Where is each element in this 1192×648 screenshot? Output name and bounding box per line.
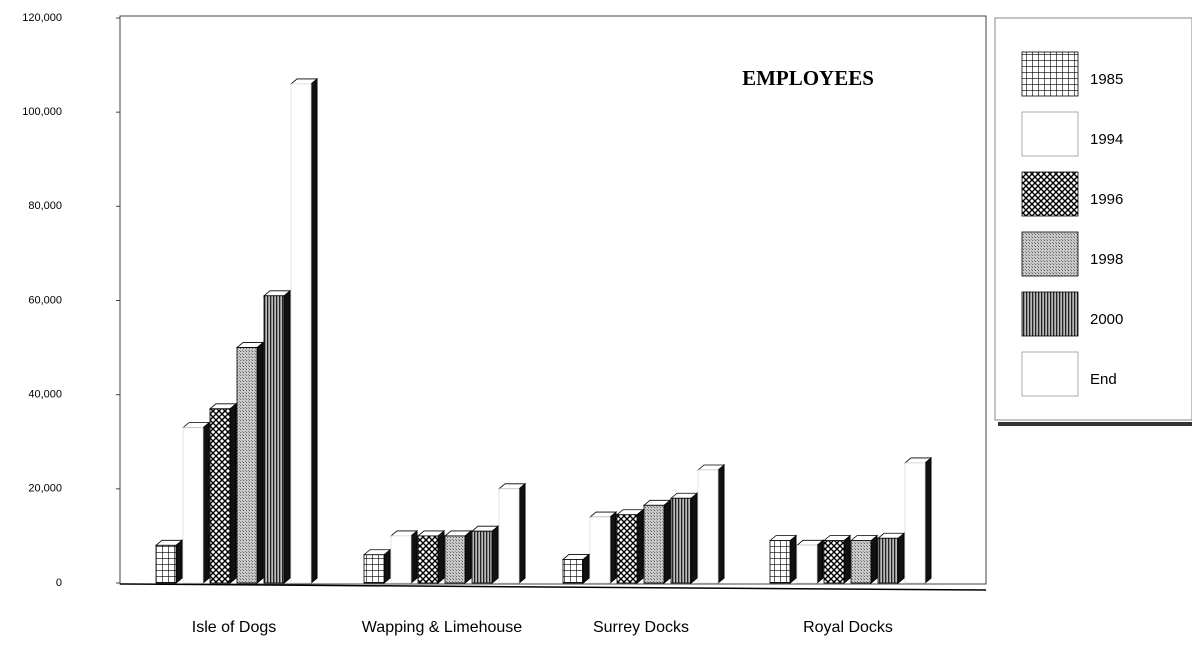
bar-face [383, 548, 391, 585]
bar-face [769, 540, 791, 584]
bar [822, 534, 852, 585]
bar-face [437, 529, 445, 585]
bar [642, 499, 672, 585]
bar-face [283, 289, 291, 585]
bar [154, 539, 184, 585]
bar [416, 529, 446, 585]
bar [588, 511, 618, 585]
bar-face [904, 462, 926, 584]
bar-face [209, 408, 231, 584]
y-tick-label: 80,000 [28, 200, 62, 212]
bar [669, 492, 699, 585]
bar-face [410, 529, 418, 585]
bar [795, 539, 825, 585]
bar-face [229, 402, 237, 585]
legend-swatch [1021, 111, 1079, 157]
legend-swatch [1021, 291, 1079, 337]
bar-face [417, 535, 439, 584]
bar [389, 529, 419, 585]
bar-face [690, 492, 698, 585]
bar [362, 548, 392, 585]
bar [903, 456, 933, 585]
bar-face [498, 488, 520, 584]
floor [119, 583, 987, 591]
bar-face [816, 539, 824, 585]
bar-face [870, 534, 878, 585]
y-tick-label: 0 [56, 577, 62, 589]
bar-face [175, 539, 183, 585]
bar-face [390, 535, 412, 584]
legend-label: 1985 [1090, 71, 1123, 88]
bar [262, 289, 292, 585]
y-tick-label: 60,000 [28, 294, 62, 306]
bar-face [616, 514, 638, 584]
bar [443, 529, 473, 585]
y-tick-label: 120,000 [22, 12, 62, 24]
x-tick-label: Surrey Docks [593, 619, 689, 636]
bar [235, 341, 265, 585]
legend-label: 2000 [1090, 311, 1123, 328]
bar [615, 508, 645, 585]
legend-swatch [1021, 231, 1079, 277]
bar [876, 532, 906, 585]
y-tick-label: 40,000 [28, 389, 62, 401]
bar-face [789, 534, 797, 585]
bar-face [155, 544, 177, 584]
bar [849, 534, 879, 585]
bar-face [670, 497, 692, 584]
bar-face [471, 530, 493, 584]
bar-face [562, 559, 584, 584]
legend-label: End [1090, 371, 1117, 388]
bar-face [263, 295, 285, 584]
legend-swatch [1021, 51, 1079, 97]
bar-face [897, 532, 905, 585]
bar-face [182, 427, 204, 584]
bar-face [236, 347, 258, 584]
x-tick-label: Royal Docks [803, 619, 893, 636]
bar [561, 553, 591, 585]
bar-face [823, 540, 845, 584]
bar [696, 463, 726, 585]
bar-face [464, 529, 472, 585]
bar-face [202, 421, 210, 585]
bar-face [924, 456, 932, 585]
y-tick-label: 100,000 [22, 106, 62, 118]
bar-face [877, 537, 899, 584]
bar-face [717, 463, 725, 585]
bar-face [491, 525, 499, 585]
bar [470, 525, 500, 585]
bar [289, 77, 319, 585]
legend-swatch [1021, 171, 1079, 217]
legend-label: 1996 [1090, 191, 1123, 208]
bar-face [256, 341, 264, 585]
bar-face [796, 544, 818, 584]
bar [181, 421, 211, 585]
legend-swatch [1021, 351, 1079, 397]
x-tick-label: Isle of Dogs [192, 619, 276, 636]
bar [497, 482, 527, 585]
bar-face [850, 540, 872, 584]
x-tick-label: Wapping & Limehouse [362, 619, 522, 636]
bar-face [697, 469, 719, 584]
bar-face [518, 482, 526, 585]
bar-face [636, 508, 644, 585]
legend-label: 1994 [1090, 131, 1123, 148]
bar-face [663, 499, 671, 585]
bar-face [643, 504, 665, 584]
bar-face [444, 535, 466, 584]
bar [768, 534, 798, 585]
bar-face [290, 83, 312, 584]
legend-label: 1998 [1090, 251, 1123, 268]
bar-face [310, 77, 318, 585]
bar [208, 402, 238, 585]
bar-face [609, 511, 617, 585]
bar-face [589, 516, 611, 584]
bar-face [843, 534, 851, 585]
chart-title: EMPLOYEES [742, 66, 874, 90]
y-tick-label: 20,000 [28, 483, 62, 495]
bar-face [363, 554, 385, 584]
